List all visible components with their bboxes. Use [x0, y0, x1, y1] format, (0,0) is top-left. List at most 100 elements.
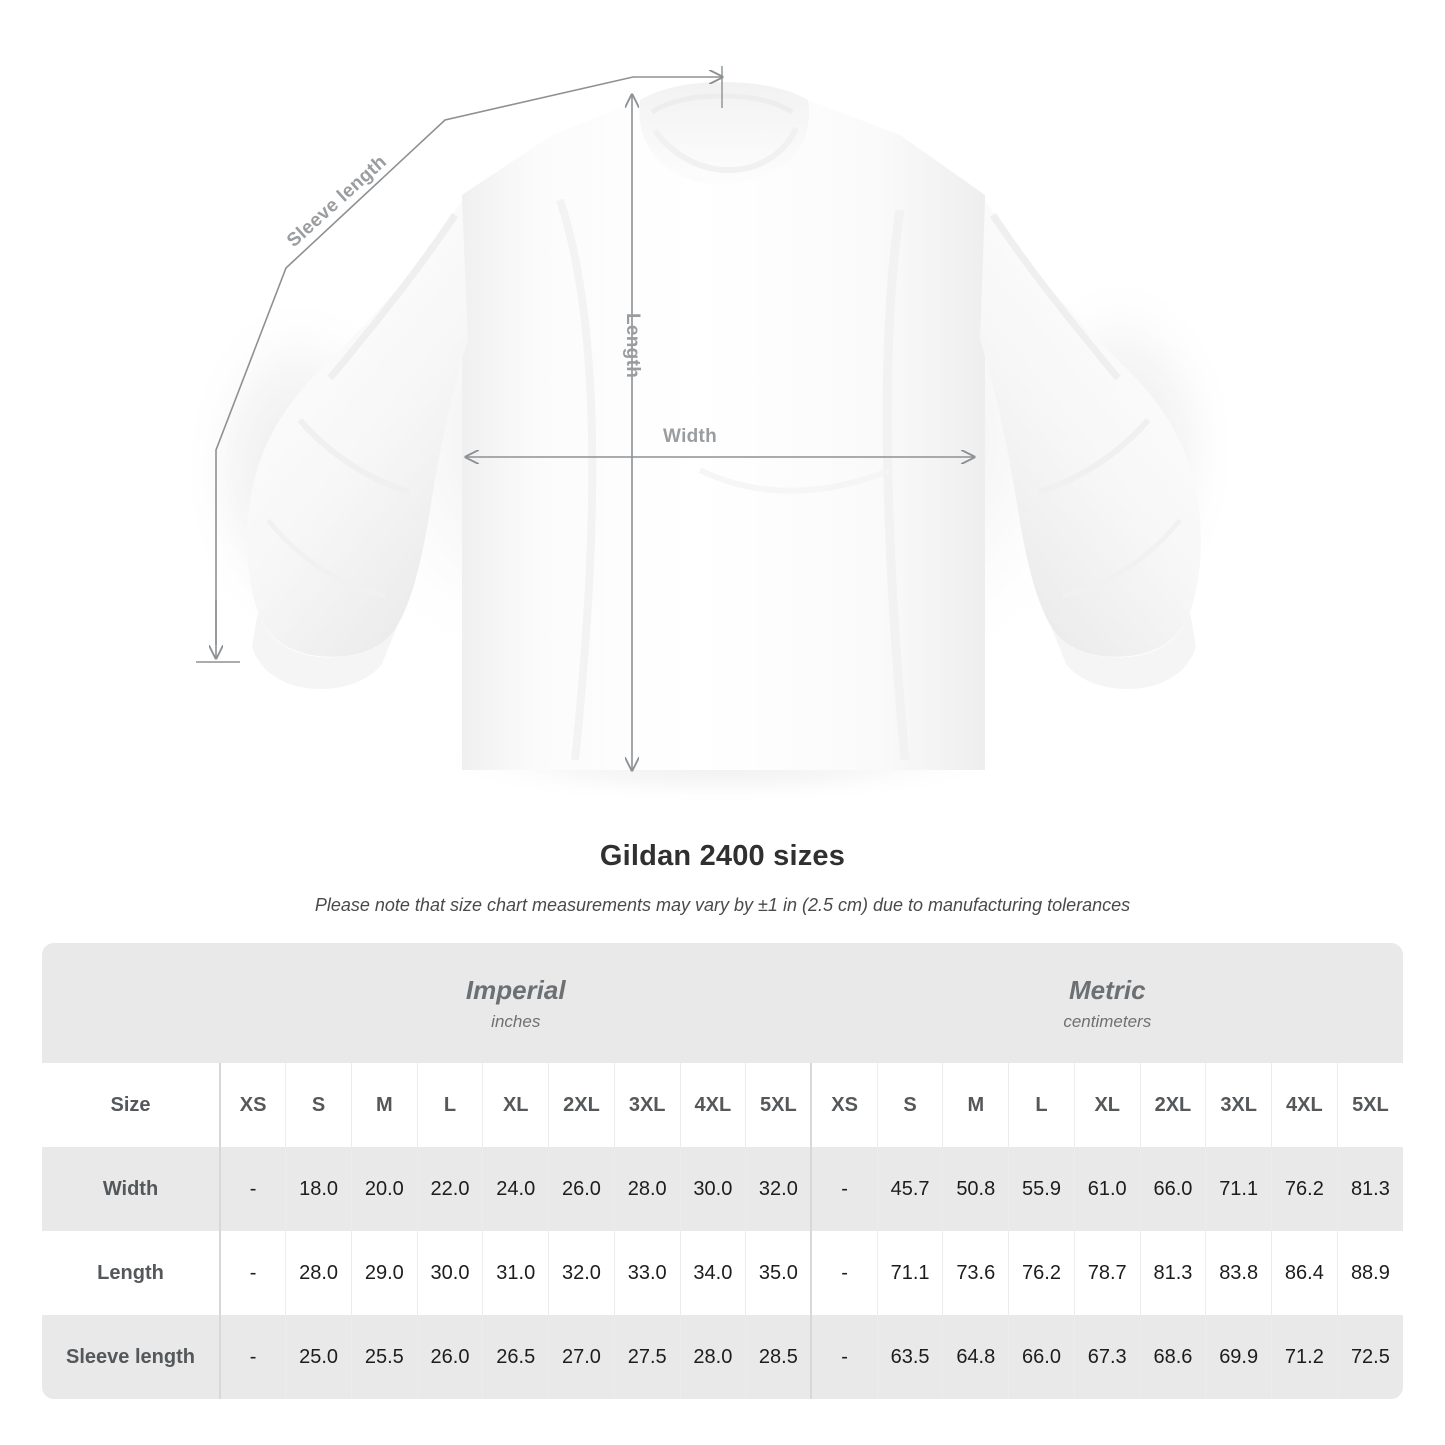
cell-imperial-m: 20.0 [351, 1147, 418, 1231]
size-header-imperial-xs: XS [220, 1063, 287, 1147]
cell-imperial-xs: - [220, 1315, 287, 1399]
cell-metric-l: 66.0 [1008, 1315, 1075, 1399]
cell-metric-2xl: 66.0 [1140, 1147, 1207, 1231]
sleeve-length-guide [196, 66, 722, 663]
width-dimension-label: Width [663, 426, 718, 447]
cell-metric-s: 71.1 [877, 1231, 944, 1315]
cell-imperial-l: 22.0 [417, 1147, 484, 1231]
cell-metric-xs: - [810, 1231, 878, 1315]
cell-metric-xl: 61.0 [1074, 1147, 1141, 1231]
unit-section-name: Metric [1068, 974, 1146, 1005]
cell-imperial-5xl: 35.0 [745, 1231, 812, 1315]
cell-imperial-xs: - [220, 1147, 287, 1231]
shirt-body [462, 82, 985, 770]
cell-metric-4xl: 76.2 [1271, 1147, 1338, 1231]
cell-metric-xl: 78.7 [1074, 1231, 1141, 1315]
cell-metric-3xl: 83.8 [1205, 1231, 1273, 1315]
cell-imperial-xl: 26.5 [482, 1315, 550, 1399]
cell-metric-xl: 67.3 [1074, 1315, 1141, 1399]
cell-metric-s: 63.5 [877, 1315, 944, 1399]
size-header-metric-3xl: 3XL [1205, 1063, 1273, 1147]
cell-imperial-m: 25.5 [351, 1315, 418, 1399]
row-label-length: Length [42, 1231, 221, 1315]
cell-metric-4xl: 86.4 [1271, 1231, 1338, 1315]
cell-metric-2xl: 68.6 [1140, 1315, 1207, 1399]
garment-drawing [180, 66, 1240, 805]
size-header-metric-4xl: 4XL [1271, 1063, 1338, 1147]
unit-banner-row: Imperial inches Metric centimeters [42, 943, 1404, 1063]
cell-imperial-s: 18.0 [285, 1147, 352, 1231]
table-row: Sleeve length -25.0 25.5 26.0 26.5 27.0 27.5 28… [42, 1315, 1404, 1399]
cell-metric-l: 76.2 [1008, 1231, 1075, 1315]
cell-metric-xs: - [810, 1147, 878, 1231]
row-label-width: Width [42, 1147, 221, 1231]
unit-section-imperial: Imperial inches [220, 943, 812, 1063]
cell-metric-3xl: 69.9 [1205, 1315, 1273, 1399]
size-header-metric-5xl: 5XL [1337, 1063, 1404, 1147]
cell-metric-xs: - [810, 1315, 878, 1399]
cell-imperial-2xl: 32.0 [548, 1231, 615, 1315]
cell-imperial-4xl: 30.0 [680, 1147, 747, 1231]
cell-metric-m: 50.8 [942, 1147, 1010, 1231]
cell-imperial-s: 28.0 [285, 1231, 352, 1315]
size-chart-table: Imperial inches Metric centimeters Size XS S M L… [42, 943, 1404, 1399]
garment-illustration: Width Length Sleeve length [180, 66, 1240, 805]
cell-imperial-xs: - [220, 1231, 287, 1315]
left-sleeve [247, 200, 468, 689]
cell-imperial-3xl: 28.0 [614, 1147, 681, 1231]
measurement-guides [196, 66, 974, 770]
cell-metric-4xl: 71.2 [1271, 1315, 1338, 1399]
size-header-imperial-3xl: 3XL [614, 1063, 681, 1147]
size-header-metric-l: L [1008, 1063, 1075, 1147]
cell-imperial-xl: 31.0 [482, 1231, 550, 1315]
cell-imperial-xl: 24.0 [482, 1147, 550, 1231]
cell-imperial-5xl: 28.5 [745, 1315, 812, 1399]
right-sleeve [980, 200, 1201, 689]
cell-imperial-2xl: 26.0 [548, 1147, 615, 1231]
cell-metric-l: 55.9 [1008, 1147, 1075, 1231]
row-label-sleeve-length: Sleeve length [42, 1315, 221, 1399]
tolerance-note: Please note that size chart measurements… [314, 895, 1131, 915]
size-header-metric-m: M [942, 1063, 1010, 1147]
caption-block: Gildan 2400 sizes Please note that size … [0, 840, 1445, 916]
cell-imperial-5xl: 32.0 [745, 1147, 812, 1231]
unit-banner-spacer [42, 943, 220, 1063]
size-header-imperial-s: S [285, 1063, 352, 1147]
size-header-row: Size XS S M L XL 2XL 3XL 4XL 5XL XS S M L XL 2XL 3XL 4XL 5… [42, 1063, 1404, 1147]
cell-metric-m: 64.8 [942, 1315, 1010, 1399]
cell-imperial-l: 30.0 [417, 1231, 484, 1315]
length-dimension-label: Length [622, 313, 643, 379]
unit-section-sub: inches [491, 1012, 541, 1032]
size-header-metric-s: S [877, 1063, 944, 1147]
size-header-imperial-xl: XL [482, 1063, 550, 1147]
size-header-imperial-l: L [417, 1063, 484, 1147]
size-header-imperial-4xl: 4XL [680, 1063, 747, 1147]
size-header-imperial-2xl: 2XL [548, 1063, 615, 1147]
cell-metric-m: 73.6 [942, 1231, 1010, 1315]
cell-imperial-m: 29.0 [351, 1231, 418, 1315]
page-title: Gildan 2400 sizes [599, 840, 846, 872]
cell-metric-5xl: 72.5 [1337, 1315, 1404, 1399]
table-row: Length -28.0 29.0 30.0 31.0 32.0 33.0 34.0 35.0-… [42, 1231, 1404, 1315]
size-header-imperial-5xl: 5XL [745, 1063, 812, 1147]
size-table-wrapper: Imperial inches Metric centimeters Size XS S M L… [42, 943, 1404, 1399]
cell-imperial-3xl: 33.0 [614, 1231, 681, 1315]
size-header-label: Size [42, 1063, 221, 1147]
size-header-imperial-m: M [351, 1063, 418, 1147]
cell-metric-2xl: 81.3 [1140, 1231, 1207, 1315]
cell-imperial-l: 26.0 [417, 1315, 484, 1399]
cell-imperial-s: 25.0 [285, 1315, 352, 1399]
unit-section-metric: Metric centimeters [811, 943, 1404, 1063]
size-header-metric-xl: XL [1074, 1063, 1141, 1147]
cell-metric-5xl: 88.9 [1337, 1231, 1404, 1315]
size-header-metric-2xl: 2XL [1140, 1063, 1207, 1147]
cell-imperial-4xl: 34.0 [680, 1231, 747, 1315]
cell-metric-s: 45.7 [877, 1147, 944, 1231]
cell-metric-5xl: 81.3 [1337, 1147, 1404, 1231]
cell-metric-3xl: 71.1 [1205, 1147, 1273, 1231]
unit-section-sub: centimeters [1063, 1012, 1152, 1032]
cell-imperial-4xl: 28.0 [680, 1315, 747, 1399]
cell-imperial-2xl: 27.0 [548, 1315, 615, 1399]
cell-imperial-3xl: 27.5 [614, 1315, 681, 1399]
unit-section-name: Imperial [465, 974, 566, 1005]
